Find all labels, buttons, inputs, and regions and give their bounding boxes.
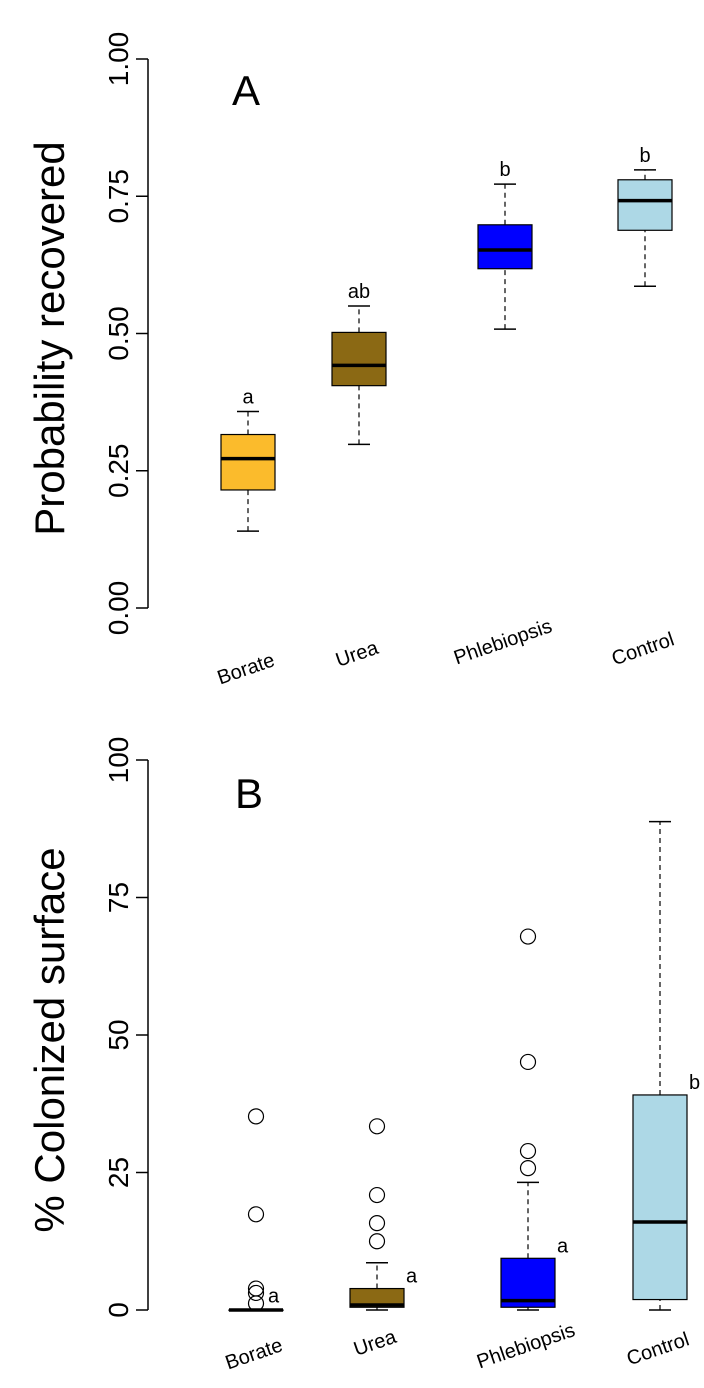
y-tick-label: 25 bbox=[103, 1157, 134, 1188]
outlier-point bbox=[247, 1295, 265, 1312]
box-body bbox=[617, 179, 673, 231]
outlier-point bbox=[247, 1284, 265, 1302]
outlier-point bbox=[519, 1142, 537, 1160]
significance-letter: b bbox=[689, 1072, 700, 1094]
y-tick-label: 0.25 bbox=[103, 444, 134, 499]
y-axis-label: Probability recovered bbox=[26, 141, 73, 536]
outlier-point bbox=[368, 1214, 386, 1232]
significance-letter: a bbox=[268, 1285, 280, 1307]
outlier-point bbox=[247, 1280, 265, 1297]
x-tick-label: Borate bbox=[223, 1334, 286, 1374]
y-tick-label: 100 bbox=[103, 737, 134, 784]
y-tick-label: 0.50 bbox=[103, 306, 134, 361]
panel-a: 0.00 0.25 0.50 0.75 1.00 Probability recovere… bbox=[26, 32, 677, 690]
y-tick-label: 50 bbox=[103, 1019, 134, 1050]
significance-letter: b bbox=[499, 159, 510, 181]
panel-label: B bbox=[235, 770, 263, 817]
outlier-point bbox=[368, 1186, 386, 1204]
outlier-point bbox=[519, 928, 537, 945]
x-tick-label: Control bbox=[609, 628, 677, 670]
y-axis-label: % Colonized surface bbox=[26, 847, 73, 1232]
x-tick-label: Phlebiopsis bbox=[451, 615, 555, 669]
box-control: b bbox=[617, 145, 673, 288]
box-body bbox=[632, 1094, 688, 1301]
box-urea: ab bbox=[331, 281, 387, 446]
box-phlebiopsis: a bbox=[500, 928, 569, 1311]
significance-letter: a bbox=[557, 1235, 569, 1257]
significance-letter: b bbox=[639, 145, 650, 167]
outlier-point bbox=[368, 1233, 386, 1250]
significance-letter: ab bbox=[348, 281, 370, 303]
significance-letter: a bbox=[242, 386, 254, 408]
box-body bbox=[331, 331, 387, 387]
x-tick-label: Urea bbox=[351, 1326, 400, 1361]
outlier-point bbox=[519, 1159, 537, 1177]
box-body bbox=[349, 1287, 405, 1308]
y-tick-label: 0.00 bbox=[103, 581, 134, 636]
box-urea: a bbox=[349, 1118, 418, 1311]
significance-letter: a bbox=[406, 1266, 418, 1288]
box-body bbox=[477, 224, 533, 270]
panel-b: 0 25 50 75 100 % Colonized surface Ba Borate a Ur… bbox=[26, 737, 700, 1375]
box-body bbox=[220, 433, 276, 491]
x-tick-label: Control bbox=[624, 1328, 692, 1370]
box-borate: a bbox=[220, 386, 276, 532]
x-tick-label: Borate bbox=[215, 649, 278, 689]
box-phlebiopsis: b bbox=[477, 159, 533, 330]
box-borate: a bbox=[228, 1108, 284, 1312]
box-control: b bbox=[632, 820, 700, 1311]
x-tick-label: Urea bbox=[333, 637, 382, 672]
x-tick-label: Phlebiopsis bbox=[474, 1319, 578, 1373]
outlier-point bbox=[247, 1108, 265, 1125]
outlier-point bbox=[368, 1118, 386, 1135]
y-tick-label: 1.00 bbox=[103, 32, 134, 87]
y-tick-label: 75 bbox=[103, 882, 134, 913]
outlier-point bbox=[519, 1053, 537, 1071]
y-tick-label: 0.75 bbox=[103, 169, 134, 224]
outlier-point bbox=[247, 1206, 265, 1223]
y-tick-label: 0 bbox=[103, 1302, 134, 1318]
panel-label: A bbox=[232, 67, 260, 114]
